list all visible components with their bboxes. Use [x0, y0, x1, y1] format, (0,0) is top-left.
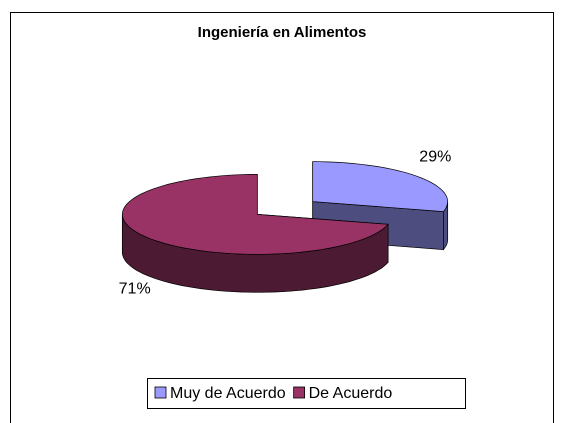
- legend-box: [147, 378, 466, 409]
- legend-label: De Acuerdo: [309, 385, 393, 402]
- legend-swatch: [293, 386, 306, 399]
- data-label: 71%: [119, 280, 151, 297]
- legend-label: Muy de Acuerdo: [170, 385, 286, 402]
- slice: [122, 174, 389, 255]
- slice: [312, 161, 448, 212]
- data-label: 29%: [419, 149, 451, 166]
- legend-swatch: [154, 386, 167, 399]
- chart-title: Ingeniería en Alimentos: [198, 24, 367, 41]
